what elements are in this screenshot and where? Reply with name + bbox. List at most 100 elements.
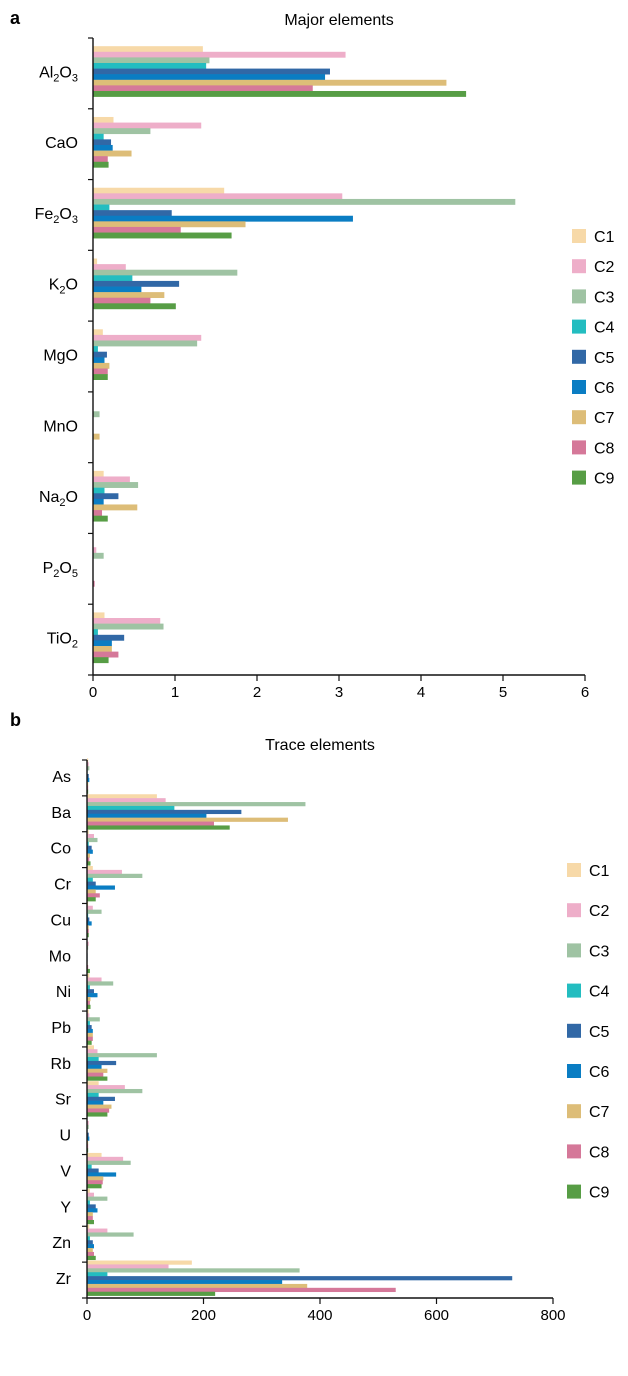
legend-swatch-c3	[572, 289, 586, 304]
bar-u-c3	[87, 1124, 89, 1130]
bar-na2o-c6	[93, 498, 104, 505]
bar-pb-c8	[87, 1036, 93, 1041]
bar-mgo-c5	[93, 351, 107, 358]
bar-ni-c6	[87, 993, 98, 998]
legend-label-c1: C1	[594, 229, 615, 246]
bar-na2o-c1	[93, 470, 104, 477]
bar-na2o-c7	[93, 504, 138, 511]
category-label-co: Co	[51, 841, 72, 858]
bar-ni-c7	[87, 996, 91, 1002]
x-tick-label: 3	[335, 684, 343, 701]
bar-p2o5-c2	[93, 547, 97, 554]
bar-ba-c8	[87, 821, 214, 826]
bar-sr-c7	[87, 1104, 112, 1109]
category-label-cu: Cu	[51, 912, 71, 929]
bar-al2o3-c3	[93, 57, 210, 64]
bar-ba-c6	[87, 813, 207, 818]
legend-swatch-c1	[567, 863, 581, 877]
bar-y-c1	[87, 1188, 90, 1193]
bar-cr-c2	[87, 869, 122, 875]
legend-swatch-c2	[572, 259, 586, 274]
bar-mgo-c4	[93, 346, 98, 352]
bar-al2o3-c4	[93, 62, 207, 69]
bar-zn-c4	[87, 1236, 90, 1241]
bar-zn-c6	[87, 1244, 94, 1249]
x-tick-label: 0	[83, 1307, 91, 1324]
legend-label-c4: C4	[594, 320, 615, 337]
bar-mgo-c9	[93, 374, 108, 380]
category-label-na2o: Na2O	[39, 489, 78, 509]
legend-label-c7: C7	[594, 410, 615, 427]
bar-pb-c9	[87, 1040, 92, 1045]
category-label-fe2o3: Fe2O3	[35, 206, 78, 226]
legend-swatch-c4	[572, 319, 586, 334]
bar-cu-c3	[87, 909, 102, 914]
bar-cu-c5	[87, 917, 90, 922]
bar-fe2o3-c1	[93, 187, 225, 194]
bar-al2o3-c2	[93, 51, 346, 58]
bar-co-c1	[87, 830, 89, 835]
bar-as-c6	[87, 777, 90, 783]
panel-a-title: Major elements	[284, 12, 393, 29]
bar-v-c8	[87, 1180, 103, 1185]
bar-al2o3-c1	[93, 46, 203, 53]
category-label-tio2: TiO2	[47, 631, 78, 651]
x-tick-label: 2	[253, 684, 261, 701]
x-tick-label: 5	[499, 684, 507, 701]
major-elements-plot: Al2O3 CaO Fe2O3 K2O MgO MnO Na2O P2O5 TiO2 0 1 2 3 4 5…	[35, 37, 615, 701]
bar-tio2-c5	[93, 634, 125, 641]
bar-mgo-c8	[93, 368, 108, 375]
legend-swatch-c7	[567, 1104, 581, 1119]
category-label-sr: Sr	[55, 1092, 72, 1109]
bar-cr-c9	[87, 897, 96, 902]
bar-zn-c3	[87, 1232, 134, 1237]
legend-label-c9: C9	[589, 1185, 610, 1202]
legend-swatch-c7	[572, 410, 586, 425]
bar-pb-c3	[87, 1017, 100, 1022]
category-label-ba: Ba	[51, 805, 71, 822]
bar-u-c6	[87, 1136, 90, 1141]
bar-pb-c2	[87, 1013, 90, 1018]
x-tick-label: 800	[540, 1307, 565, 1324]
bar-pb-c1	[87, 1009, 89, 1014]
category-label-zr: Zr	[56, 1271, 72, 1288]
bar-co-c5	[87, 845, 92, 850]
bar-zr-c8	[87, 1287, 396, 1293]
bar-ni-c5	[87, 989, 94, 994]
bar-zn-c7	[87, 1248, 93, 1253]
bar-cu-c2	[87, 905, 93, 910]
bar-rb-c1	[87, 1045, 94, 1050]
category-label-as: As	[52, 769, 71, 786]
x-tick-label: 0	[89, 684, 97, 701]
legend-label-c6: C6	[594, 380, 615, 397]
legend-swatch-c5	[567, 1023, 581, 1038]
category-label-rb: Rb	[51, 1056, 72, 1073]
bar-co-c6	[87, 849, 93, 854]
legend-swatch-c4	[567, 983, 581, 998]
bar-u-c2	[87, 1120, 89, 1126]
bar-na2o-c4	[93, 487, 105, 494]
bar-zr-c4	[87, 1272, 108, 1277]
bar-as-c3	[87, 766, 90, 771]
bar-tio2-c3	[93, 623, 164, 630]
category-label-zn: Zn	[52, 1235, 71, 1252]
category-label-k2o: K2O	[49, 277, 78, 297]
bar-cao-c7	[93, 150, 132, 157]
bar-cao-c9	[93, 161, 109, 168]
bar-as-c5	[87, 773, 89, 779]
category-label-ni: Ni	[56, 984, 71, 1001]
bar-fe2o3-c9	[93, 232, 232, 239]
legend-swatch-c8	[572, 440, 586, 455]
bar-ni-c3	[87, 981, 114, 986]
bar-ni-c8	[87, 1000, 90, 1006]
legend-label-c5: C5	[594, 350, 615, 367]
bar-fe2o3-c2	[93, 193, 343, 200]
bar-k2o-c8	[93, 297, 151, 304]
bar-ba-c5	[87, 809, 242, 815]
bar-fe2o3-c6	[93, 215, 353, 222]
bar-v-c6	[87, 1172, 117, 1177]
bar-cu-c6	[87, 921, 92, 926]
bar-sr-c6	[87, 1100, 104, 1105]
bar-rb-c2	[87, 1049, 98, 1054]
bar-sr-c1	[87, 1081, 99, 1086]
